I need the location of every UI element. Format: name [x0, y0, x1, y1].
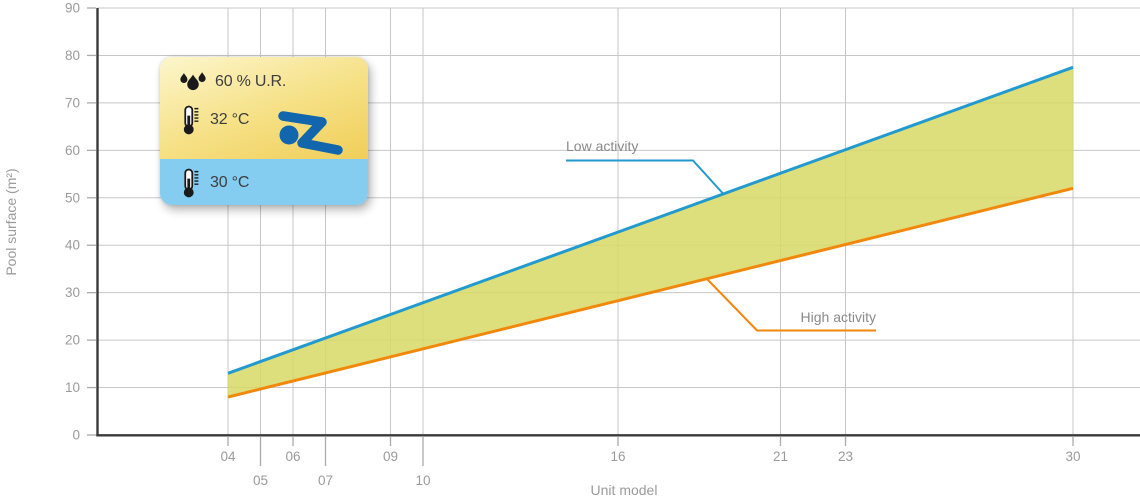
low-activity-label: Low activity	[566, 138, 639, 154]
swimmer-icon	[278, 111, 343, 155]
water-section: 30 °C	[160, 159, 368, 205]
x-tick-label: 21	[773, 449, 788, 464]
x-tick-label: 04	[220, 449, 236, 464]
air-temp-value: 32 °C	[210, 111, 250, 128]
high-activity-line	[227, 186, 1074, 399]
y-tick-label: 0	[72, 428, 80, 443]
y-tick-label: 60	[65, 143, 80, 158]
humidity-drops-icon	[180, 72, 206, 91]
low-activity-line	[227, 65, 1074, 375]
x-tick-label: 07	[318, 473, 333, 488]
y-tick-label: 80	[65, 48, 80, 63]
activity-band-area	[228, 67, 1073, 398]
water-temp-row: 30 °C	[160, 159, 368, 199]
water-thermometer-icon	[183, 168, 199, 198]
y-tick-label: 40	[65, 238, 80, 253]
humidity-value: 60 % U.R.	[215, 73, 287, 90]
humidity-row: 60 % U.R.	[160, 57, 368, 97]
y-tick-label: 30	[65, 285, 80, 300]
y-axis-title: Pool surface (m²)	[3, 168, 19, 276]
pool-conditions-panel: 60 % U.R. 32 °C	[160, 57, 368, 205]
x-tick-label: 23	[838, 449, 853, 464]
high-activity-callout-line	[706, 278, 876, 332]
air-section: 60 % U.R. 32 °C	[160, 57, 368, 159]
high-activity-label: High activity	[800, 309, 876, 325]
x-axis-title: Unit model	[590, 482, 658, 498]
air-temp-row: 32 °C	[160, 104, 368, 136]
water-temp-value: 30 °C	[210, 174, 250, 191]
y-tick-label: 90	[65, 1, 80, 16]
x-tick-label: 16	[610, 449, 625, 464]
air-thermometer-icon	[183, 105, 199, 135]
y-tick-label: 10	[65, 380, 80, 395]
x-tick-label: 05	[253, 473, 268, 488]
y-tick-label: 50	[65, 190, 80, 205]
y-tick-label: 70	[65, 95, 80, 110]
x-tick-label: 10	[415, 473, 430, 488]
x-tick-label: 30	[1065, 449, 1080, 464]
x-tick-label: 06	[285, 449, 300, 464]
low-activity-callout-line	[566, 159, 724, 194]
x-tick-label: 09	[383, 449, 398, 464]
y-tick-label: 20	[65, 333, 80, 348]
